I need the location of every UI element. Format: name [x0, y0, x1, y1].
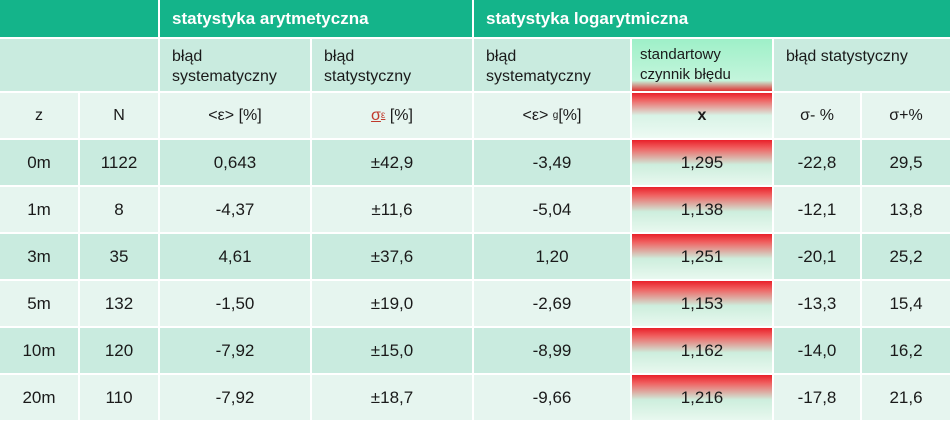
cell-z: 3m [0, 234, 78, 279]
cell-sigma: ±15,0 [312, 328, 472, 373]
cell-splus: 29,5 [862, 140, 950, 185]
cell-sigma: ±42,9 [312, 140, 472, 185]
cell-splus: 21,6 [862, 375, 950, 420]
cell-N: 35 [80, 234, 158, 279]
cell-N: 120 [80, 328, 158, 373]
cell-z: 20m [0, 375, 78, 420]
cell-z: 5m [0, 281, 78, 326]
cell-sigma: ±18,7 [312, 375, 472, 420]
cell-epsg: -2,69 [474, 281, 630, 326]
cell-z: 10m [0, 328, 78, 373]
sigma-subscript: ε [380, 110, 386, 121]
cell-sigma: ±37,6 [312, 234, 472, 279]
subheader-stat-arith: błąd statystyczny [312, 39, 472, 91]
header-logarithmic: statystyka logarytmiczna [474, 0, 950, 37]
cell-eps: -7,92 [160, 375, 310, 420]
sigma-unit: [%] [385, 106, 413, 124]
header-blank [0, 0, 158, 37]
header-arithmetic: statystyka arytmetyczna [160, 0, 472, 37]
subheader-factor: standartowy czynnik błędu [632, 39, 772, 91]
cell-eps: -4,37 [160, 187, 310, 232]
cell-sminus: -22,8 [774, 140, 860, 185]
cell-eps: -7,92 [160, 328, 310, 373]
col-x: x [632, 93, 772, 138]
cell-N: 8 [80, 187, 158, 232]
cell-splus: 15,4 [862, 281, 950, 326]
subheader-blank [0, 39, 158, 91]
cell-eps: 0,643 [160, 140, 310, 185]
cell-N: 132 [80, 281, 158, 326]
cell-epsg: -8,99 [474, 328, 630, 373]
cell-N: 1122 [80, 140, 158, 185]
epsg-unit: [%] [558, 106, 582, 124]
cell-sminus: -17,8 [774, 375, 860, 420]
col-N: N [80, 93, 158, 138]
col-epsg: <ε> g [%] [474, 93, 630, 138]
cell-sigma: ±11,6 [312, 187, 472, 232]
sigma-symbol: σ [371, 106, 381, 124]
subheader-stat-log: błąd statystyczny [774, 39, 950, 91]
cell-x: 1,216 [632, 375, 772, 420]
cell-x: 1,251 [632, 234, 772, 279]
col-splus: σ+% [862, 93, 950, 138]
subheader-sys-arith: błąd systematyczny [160, 39, 310, 91]
cell-x: 1,138 [632, 187, 772, 232]
cell-N: 110 [80, 375, 158, 420]
epsg-symbol: <ε> [522, 106, 553, 124]
cell-epsg: -3,49 [474, 140, 630, 185]
cell-splus: 25,2 [862, 234, 950, 279]
cell-eps: -1,50 [160, 281, 310, 326]
cell-splus: 13,8 [862, 187, 950, 232]
cell-z: 1m [0, 187, 78, 232]
cell-sminus: -12,1 [774, 187, 860, 232]
cell-x: 1,295 [632, 140, 772, 185]
cell-splus: 16,2 [862, 328, 950, 373]
cell-epsg: -5,04 [474, 187, 630, 232]
cell-sminus: -14,0 [774, 328, 860, 373]
col-sminus: σ- % [774, 93, 860, 138]
cell-z: 0m [0, 140, 78, 185]
cell-sigma: ±19,0 [312, 281, 472, 326]
epsg-subscript: g [552, 110, 559, 121]
cell-sminus: -20,1 [774, 234, 860, 279]
cell-epsg: 1,20 [474, 234, 630, 279]
cell-epsg: -9,66 [474, 375, 630, 420]
cell-eps: 4,61 [160, 234, 310, 279]
col-eps: <ε> [%] [160, 93, 310, 138]
col-z: z [0, 93, 78, 138]
cell-x: 1,162 [632, 328, 772, 373]
subheader-sys-log: błąd systematyczny [474, 39, 630, 91]
cell-sminus: -13,3 [774, 281, 860, 326]
cell-x: 1,153 [632, 281, 772, 326]
